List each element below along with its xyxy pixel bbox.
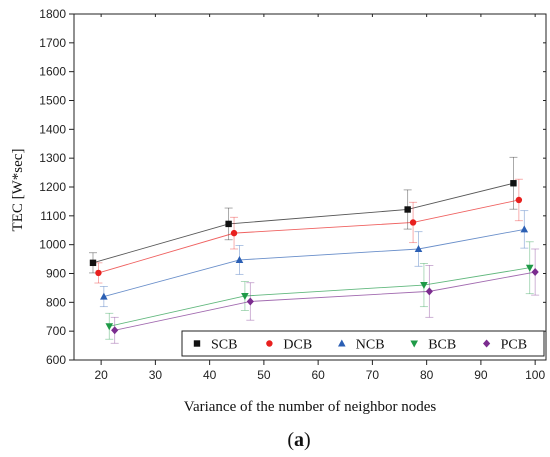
x-tick-label: 100: [525, 368, 545, 382]
point-scb: [89, 259, 97, 267]
line-bcb: [109, 267, 530, 327]
x-tick-label: 70: [366, 368, 380, 382]
x-tick-label: 50: [257, 368, 271, 382]
point-bcb: [525, 264, 534, 272]
x-tick-label: 90: [474, 368, 488, 382]
line-ncb: [103, 228, 525, 298]
y-tick-label: 1400: [39, 122, 66, 136]
point-dcb: [409, 219, 417, 226]
line-pcb: [114, 271, 536, 331]
x-tick-label: 80: [420, 368, 434, 382]
point-pcb: [531, 268, 539, 277]
y-axis-title: TEC [W*sec]: [10, 149, 26, 232]
y-tick-label: 1500: [39, 94, 66, 108]
x-tick-label: 20: [94, 368, 108, 382]
point-ncb: [520, 225, 529, 233]
point-bcb: [420, 282, 428, 290]
line-scb: [92, 182, 514, 264]
axes: 600 700 800 900 1000 1100 1200 1300 1400 1500 1600…: [39, 7, 547, 382]
point-bcb: [105, 323, 114, 331]
series-lines: [88, 156, 540, 344]
series-marks: [89, 180, 539, 335]
y-tick-label: 1200: [39, 180, 66, 194]
x-tick-label: 30: [149, 368, 163, 382]
legend-label-scb: SCB: [211, 338, 237, 353]
caption-open-paren: (: [287, 429, 294, 451]
x-tick-label: 60: [311, 368, 325, 382]
legend-marker-ncb: [338, 339, 346, 347]
line-dcb: [98, 199, 519, 274]
legend-marker-scb: [193, 340, 201, 347]
legend-marker-bcb: [410, 340, 418, 348]
point-ncb: [235, 255, 244, 263]
point-ncb: [414, 244, 423, 252]
caption-letter: a: [294, 429, 304, 451]
y-tick-label: 800: [46, 295, 66, 309]
point-ncb: [100, 292, 108, 300]
plot-frame: [73, 13, 547, 361]
legend: SCB DCB NCB BCB PCB: [181, 330, 545, 357]
y-tick-label: 1300: [39, 151, 66, 165]
legend-label-bcb: BCB: [428, 338, 456, 353]
point-pcb: [425, 287, 433, 296]
y-tick-label: 1000: [39, 238, 66, 252]
legend-label-pcb: PCB: [501, 338, 527, 353]
legend-marker-dcb: [266, 340, 273, 347]
point-bcb: [241, 292, 249, 300]
legend-label-ncb: NCB: [356, 338, 385, 353]
caption-close-paren: ): [304, 429, 311, 451]
figure-caption: (a): [287, 429, 310, 451]
y-tick-label: 1100: [40, 209, 66, 223]
y-tick-label: 1700: [39, 36, 66, 50]
point-dcb: [230, 229, 238, 237]
x-tick-label: 40: [203, 368, 217, 382]
y-tick-label: 700: [46, 324, 66, 338]
point-scb: [404, 206, 411, 213]
point-pcb: [111, 326, 119, 335]
point-dcb: [515, 196, 523, 204]
y-tick-label: 1600: [39, 65, 66, 79]
point-scb: [225, 220, 232, 228]
point-dcb: [95, 269, 102, 277]
y-tick-label: 1800: [39, 7, 66, 21]
legend-label-dcb: DCB: [283, 338, 312, 353]
point-pcb: [246, 297, 254, 306]
legend-marker-pcb: [483, 339, 491, 348]
y-tick-label: 600: [46, 353, 66, 367]
y-tick-label: 900: [46, 267, 66, 281]
x-axis-title: Variance of the number of neighbor nodes: [184, 399, 437, 415]
point-scb: [510, 180, 517, 187]
